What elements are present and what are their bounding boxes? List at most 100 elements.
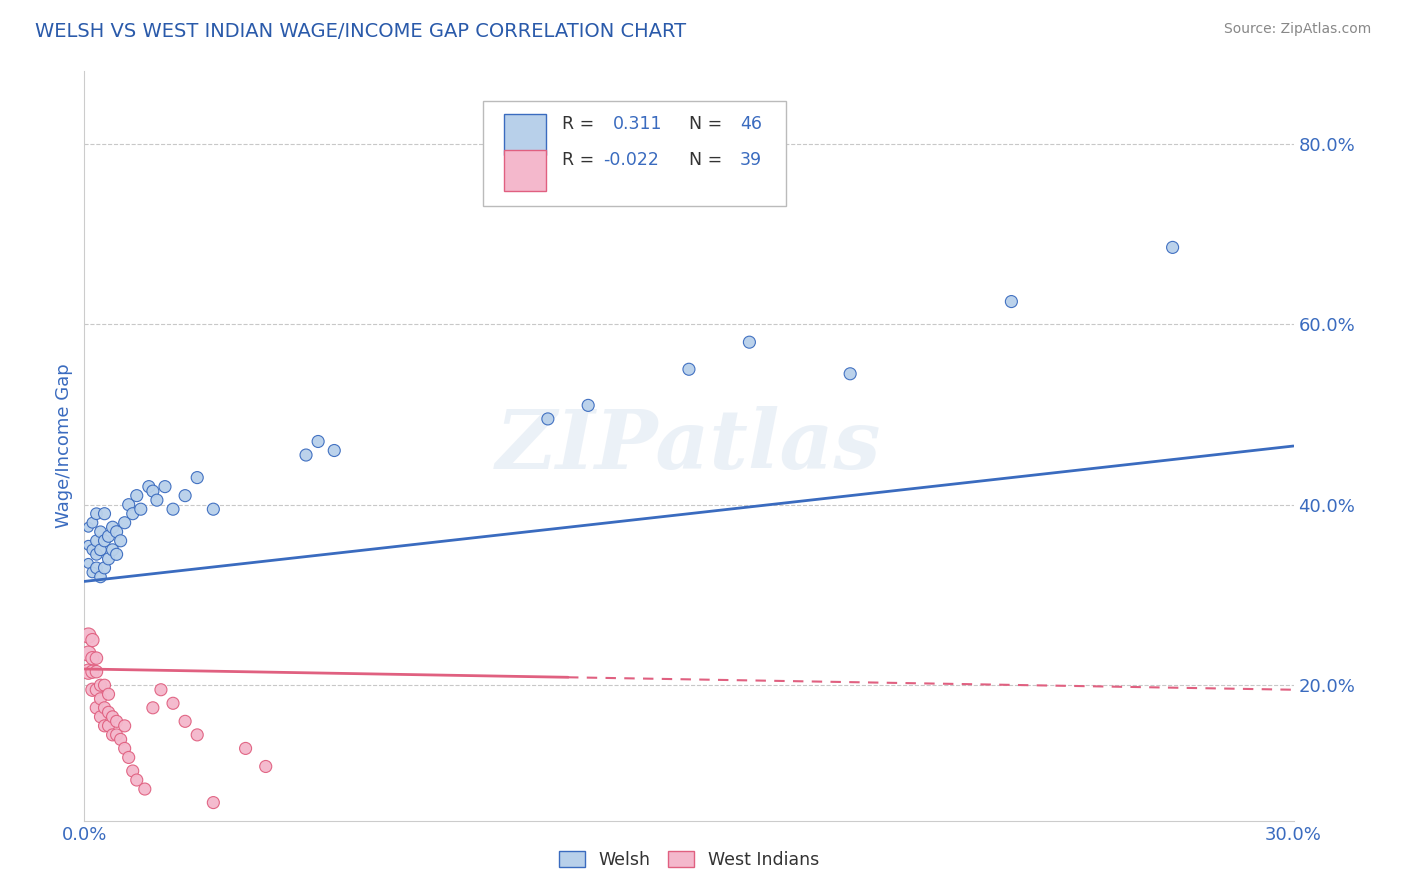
Text: N =: N = (689, 151, 723, 169)
Text: R =: R = (562, 115, 595, 133)
Text: 39: 39 (740, 151, 762, 169)
Point (105, 714, 128, 729)
FancyBboxPatch shape (484, 102, 786, 206)
Point (114, 741, 136, 756)
Text: WELSH VS WEST INDIAN WAGE/INCOME GAP CORRELATION CHART: WELSH VS WEST INDIAN WAGE/INCOME GAP COR… (35, 22, 686, 41)
Point (105, 524, 128, 539)
Point (82, 633, 104, 648)
Point (89, 524, 111, 539)
Point (97, 706, 120, 720)
Point (149, 682, 172, 697)
Text: 0.311: 0.311 (613, 115, 662, 133)
Point (146, 493, 169, 508)
Point (82, 682, 104, 697)
Point (307, 434, 329, 449)
Point (186, 470, 208, 484)
Point (101, 542, 124, 557)
Point (86, 700, 108, 714)
Point (101, 728, 124, 742)
Point (97, 552, 120, 566)
Text: 46: 46 (740, 115, 762, 133)
Point (89, 570, 111, 584)
Point (174, 714, 197, 729)
Point (186, 728, 208, 742)
Legend: Welsh, West Indians: Welsh, West Indians (551, 844, 827, 876)
Point (134, 782, 156, 797)
Point (93, 533, 115, 548)
Point (93, 719, 115, 733)
Point (110, 732, 132, 747)
Text: R =: R = (562, 151, 595, 169)
Point (89, 542, 111, 557)
Point (125, 489, 148, 503)
Point (93, 700, 115, 714)
Point (125, 772, 148, 787)
Point (174, 489, 197, 503)
Point (82, 566, 104, 580)
Point (86, 665, 108, 679)
Point (162, 502, 184, 516)
Point (77, 629, 100, 643)
Point (162, 696, 184, 710)
Point (254, 759, 277, 773)
Point (77, 538, 100, 552)
Point (82, 651, 104, 665)
Point (678, 362, 700, 376)
Point (105, 547, 128, 561)
FancyBboxPatch shape (503, 150, 547, 191)
FancyBboxPatch shape (503, 114, 547, 155)
Point (77, 557, 100, 571)
Point (129, 502, 152, 516)
Point (77, 520, 100, 534)
Point (77, 665, 100, 679)
Point (82, 542, 104, 557)
Point (97, 719, 120, 733)
Text: Source: ZipAtlas.com: Source: ZipAtlas.com (1223, 22, 1371, 37)
Point (93, 507, 115, 521)
Point (138, 480, 160, 494)
Point (114, 719, 136, 733)
Point (121, 507, 143, 521)
Point (77, 647, 100, 661)
Text: -0.022: -0.022 (603, 151, 659, 169)
Point (153, 480, 176, 494)
Point (89, 678, 111, 692)
Point (1000, 294, 1022, 309)
Point (576, 398, 599, 412)
Point (101, 710, 124, 724)
Point (202, 796, 225, 810)
Point (86, 651, 108, 665)
Point (118, 750, 141, 764)
Point (202, 502, 225, 516)
Y-axis label: Wage/Income Gap: Wage/Income Gap (55, 364, 73, 528)
Point (235, 741, 257, 756)
Point (114, 516, 136, 530)
Point (97, 529, 120, 543)
Point (82, 665, 104, 679)
Point (142, 484, 165, 499)
Point (93, 678, 115, 692)
Text: N =: N = (689, 115, 723, 133)
Point (82, 516, 104, 530)
Point (295, 448, 318, 462)
Point (1161, 240, 1184, 254)
Point (97, 687, 120, 701)
Point (537, 412, 560, 426)
Point (86, 533, 108, 548)
Point (323, 443, 346, 458)
Point (86, 682, 108, 697)
Point (839, 367, 862, 381)
Point (93, 561, 115, 575)
Point (110, 533, 132, 548)
Point (89, 691, 111, 706)
Point (86, 507, 108, 521)
Point (89, 710, 111, 724)
Point (121, 764, 143, 778)
Point (86, 561, 108, 575)
Point (105, 728, 128, 742)
Point (738, 335, 761, 350)
Text: ZIPatlas: ZIPatlas (496, 406, 882, 486)
Point (86, 547, 108, 561)
Point (118, 498, 141, 512)
Point (142, 700, 165, 714)
